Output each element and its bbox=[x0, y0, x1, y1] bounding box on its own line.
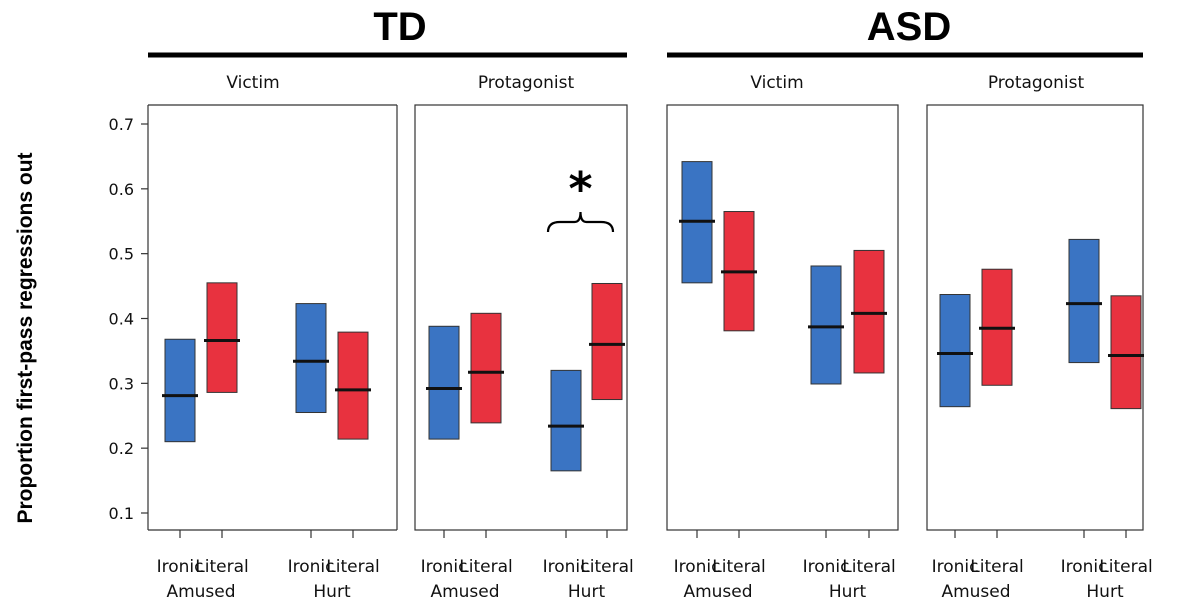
x-tick-label: Literal bbox=[842, 557, 895, 577]
condition-label: Amused bbox=[430, 582, 499, 602]
y-axis: 0.1 0.2 0.3 0.4 0.5 0.6 0.7 bbox=[109, 105, 149, 530]
y-tick-label: 0.2 bbox=[109, 439, 134, 458]
panel-asd-protagonist: ProtagonistIronicLiteralAmusedIronicLite… bbox=[926, 73, 1153, 602]
x-tick-label: Ironic bbox=[803, 557, 850, 577]
group-headers: TD ASD bbox=[148, 5, 1143, 58]
bar-literal-hurt bbox=[853, 249, 885, 374]
x-tick-label: Literal bbox=[1099, 557, 1152, 577]
condition-label: Hurt bbox=[829, 582, 867, 602]
condition-label: Amused bbox=[683, 582, 752, 602]
bar-ironic-hurt bbox=[550, 369, 582, 472]
bar-ironic-hurt bbox=[1068, 238, 1100, 364]
panel-title: Protagonist bbox=[478, 73, 575, 93]
condition-label: Amused bbox=[941, 582, 1010, 602]
x-tick-label: Ironic bbox=[157, 557, 204, 577]
x-tick-label: Literal bbox=[712, 557, 765, 577]
panel-frame bbox=[926, 104, 1144, 531]
bar-literal-amused bbox=[470, 312, 502, 424]
panel-frame bbox=[666, 104, 899, 531]
bar-literal-hurt bbox=[591, 282, 623, 401]
x-tick-label: Ironic bbox=[674, 557, 721, 577]
condition-label: Hurt bbox=[1086, 582, 1124, 602]
y-tick-label: 0.7 bbox=[109, 115, 134, 134]
bar-literal-hurt bbox=[337, 331, 369, 440]
x-tick-label: Ironic bbox=[1061, 557, 1108, 577]
x-tick-label: Literal bbox=[580, 557, 633, 577]
panel-frame bbox=[414, 104, 628, 531]
x-tick-label: Ironic bbox=[932, 557, 979, 577]
panel-title: Protagonist bbox=[988, 73, 1085, 93]
y-tick-label: 0.6 bbox=[109, 180, 134, 199]
y-axis-label: Proportion first-pass regressions out bbox=[14, 152, 37, 523]
x-tick-label: Ironic bbox=[288, 557, 335, 577]
significance-marker: * bbox=[568, 162, 592, 216]
x-tick-label: Literal bbox=[459, 557, 512, 577]
bar-ironic-hurt bbox=[295, 303, 327, 414]
group-title-asd: ASD bbox=[867, 5, 951, 49]
condition-label: Hurt bbox=[313, 582, 351, 602]
bar-ironic-amused bbox=[164, 338, 196, 443]
x-tick-label: Ironic bbox=[421, 557, 468, 577]
group-title-td: TD bbox=[373, 5, 426, 49]
panel-title: Victim bbox=[226, 73, 279, 93]
panel-td-victim: VictimIronicLiteralAmusedIronicLiteralHu… bbox=[148, 73, 398, 602]
panel-asd-victim: VictimIronicLiteralAmusedIronicLiteralHu… bbox=[666, 73, 899, 602]
y-tick-label: 0.3 bbox=[109, 374, 134, 393]
x-tick-label: Literal bbox=[970, 557, 1023, 577]
bar-literal-hurt bbox=[1110, 295, 1142, 410]
panel-title: Victim bbox=[750, 73, 803, 93]
bar-literal-amused bbox=[206, 282, 238, 393]
y-tick-label: 0.1 bbox=[109, 504, 134, 523]
significance-bracket bbox=[546, 211, 615, 233]
y-tick-label: 0.5 bbox=[109, 245, 134, 264]
y-tick-label: 0.4 bbox=[109, 310, 134, 329]
condition-label: Amused bbox=[166, 582, 235, 602]
bar-ironic-amused bbox=[428, 325, 460, 440]
x-tick-label: Literal bbox=[195, 557, 248, 577]
condition-label: Hurt bbox=[568, 582, 606, 602]
x-tick-label: Ironic bbox=[543, 557, 590, 577]
x-tick-label: Literal bbox=[326, 557, 379, 577]
bar-ironic-amused bbox=[939, 294, 971, 408]
panels: VictimIronicLiteralAmusedIronicLiteralHu… bbox=[148, 73, 1153, 602]
panel-td-protagonist: ProtagonistIronicLiteralAmusedIronicLite… bbox=[414, 73, 634, 602]
bar-ironic-hurt bbox=[810, 265, 842, 385]
